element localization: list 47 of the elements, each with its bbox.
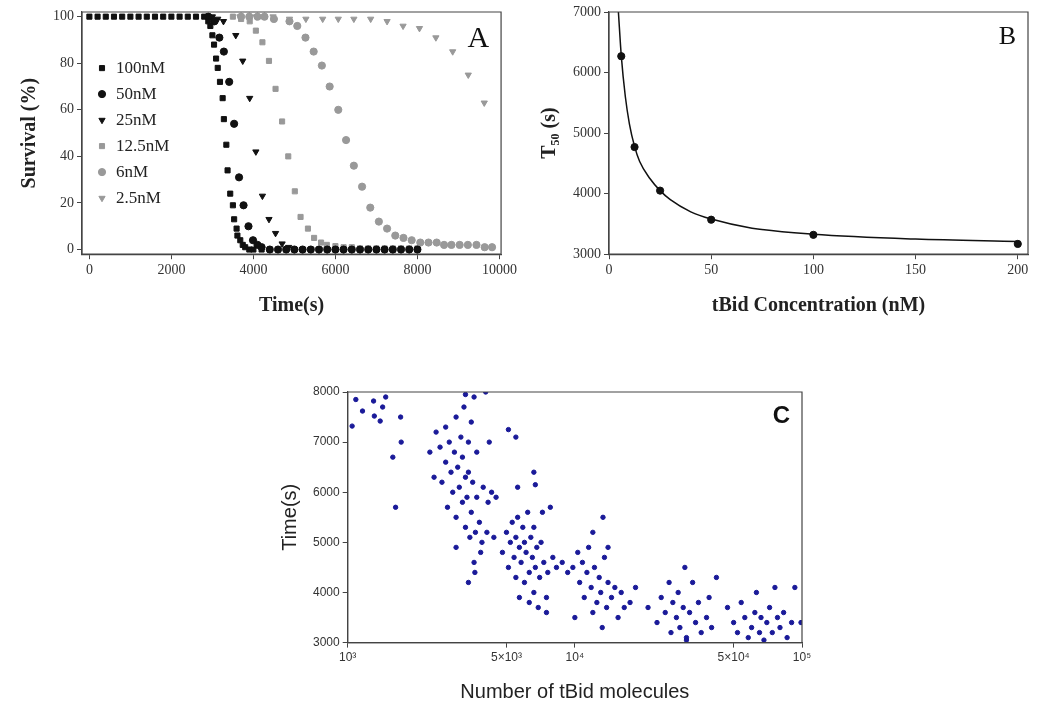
x-tick-label: 0 — [85, 262, 93, 278]
x-tick-label: 2000 — [157, 262, 186, 278]
annotation: B — [998, 20, 1016, 50]
y-axis-title: Survival (%) — [17, 77, 41, 189]
y-tick-label: 7000 — [312, 434, 341, 449]
legend-label: 12.5nM — [116, 135, 170, 155]
y-tick-label: 3000 — [573, 245, 601, 261]
y-tick-label: 6000 — [312, 484, 341, 499]
y-tick-label: 5000 — [573, 124, 601, 140]
x-tick-label: 10⁴ — [565, 650, 585, 665]
annotation: A — [467, 19, 490, 53]
legend-label: 50nM — [116, 83, 157, 103]
y-tick-label: 60 — [60, 101, 74, 117]
x-tick-label: 0 — [605, 262, 613, 278]
y-tick-label: 4000 — [312, 584, 341, 599]
annotation: C — [772, 400, 790, 428]
legend-label: 25nM — [116, 109, 157, 129]
legend-label: 6nM — [116, 161, 149, 181]
legend-label: 2.5nM — [116, 187, 161, 207]
x-tick-label: 200 — [1007, 262, 1029, 278]
x-tick-label: 5×10⁴ — [717, 650, 750, 665]
y-tick-label: 4000 — [573, 185, 601, 201]
x-tick-label: 10000 — [481, 262, 517, 278]
x-tick-label: 10⁵ — [792, 650, 812, 665]
y-tick-label: 40 — [60, 148, 74, 164]
y-tick-label: 20 — [60, 194, 74, 210]
y-tick-label: 8000 — [312, 384, 341, 399]
y-tick-label: 6000 — [573, 64, 601, 80]
y-axis-title: T₅₀ (s) — [537, 107, 561, 159]
x-axis-title: Time(s) — [258, 293, 325, 317]
y-tick-label: 0 — [67, 241, 74, 257]
legend-label: 100nM — [116, 57, 166, 77]
x-tick-label: 10³ — [339, 650, 357, 665]
x-axis-title: tBid Concentration (nM) — [711, 293, 926, 317]
y-tick-label: 80 — [60, 54, 74, 70]
x-tick-label: 4000 — [239, 262, 268, 278]
x-tick-label: 50 — [704, 262, 719, 278]
x-tick-label: 5×10³ — [490, 650, 522, 665]
y-tick-label: 7000 — [573, 3, 601, 19]
y-tick-label: 3000 — [312, 634, 341, 649]
x-axis-title: Number of tBid molecules — [460, 679, 690, 702]
y-axis-title: Time(s) — [277, 483, 300, 551]
y-tick-label: 5000 — [312, 534, 341, 549]
x-tick-label: 8000 — [403, 262, 432, 278]
y-tick-label: 100 — [53, 8, 74, 24]
x-tick-label: 100 — [802, 262, 824, 278]
x-tick-label: 150 — [905, 262, 927, 278]
